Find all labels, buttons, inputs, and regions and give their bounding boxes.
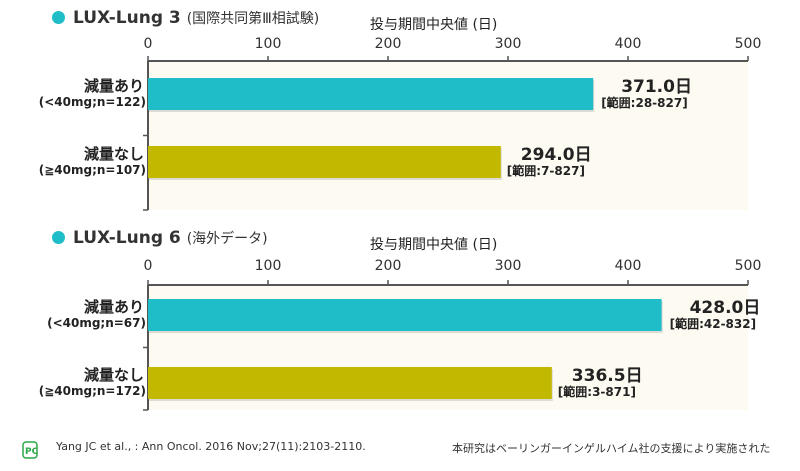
x-tick-label: 100: [254, 36, 282, 52]
category-sublabel: (≧40mg;n=107): [38, 163, 146, 177]
title-bullet-icon: [52, 231, 65, 244]
funding-note: 本研究はベーリンガーインゲルハイム社の支援により実施された: [452, 442, 771, 455]
data-label: 371.0日: [621, 77, 692, 97]
x-tick-label: 200: [374, 36, 402, 52]
x-tick-label: 400: [614, 258, 642, 274]
category-label: 減量あり: [83, 77, 144, 95]
x-tick-label: 500: [734, 36, 762, 52]
range-label: [範囲:28-827]: [601, 96, 688, 110]
bar: [148, 299, 662, 331]
category-sublabel: (<40mg;n=122): [38, 95, 146, 109]
category-label: 減量なし: [83, 366, 144, 384]
x-axis-label: 投与期間中央値 (日): [370, 237, 498, 253]
pc-logo: PC: [22, 441, 39, 463]
subtitle: (国際共同第Ⅲ相試験): [186, 11, 320, 27]
x-tick-label: 0: [143, 258, 153, 274]
data-label: 428.0日: [689, 298, 761, 318]
x-tick-label: 0: [143, 36, 153, 52]
chart-title: LUX-Lung 3 (国際共同第Ⅲ相試験): [52, 8, 319, 28]
bar: [148, 367, 552, 399]
x-tick-label: 300: [494, 36, 522, 52]
bar: [148, 146, 501, 178]
x-tick-label: 100: [254, 258, 282, 274]
title-text: LUX-Lung 6: [73, 228, 181, 248]
range-label: [範囲:42-832]: [669, 317, 757, 331]
range-label: [範囲:7-827]: [506, 164, 585, 178]
title-text: LUX-Lung 3: [73, 8, 181, 28]
x-tick-label: 200: [374, 258, 402, 274]
chart-title: LUX-Lung 6 (海外データ): [52, 228, 268, 248]
data-label: 336.5日: [571, 366, 643, 386]
x-tick-label: 500: [734, 258, 762, 274]
title-bullet-icon: [52, 11, 65, 24]
category-label: 減量なし: [83, 145, 144, 163]
citation: Yang JC et al., : Ann Oncol. 2016 Nov;27…: [56, 440, 366, 453]
bar: [148, 78, 594, 110]
x-tick-label: 300: [494, 258, 522, 274]
data-label: 294.0日: [520, 145, 592, 165]
range-label: [範囲:3-871]: [557, 385, 636, 399]
x-tick-label: 400: [614, 36, 642, 52]
subtitle: (海外データ): [186, 231, 268, 247]
category-label: 減量あり: [83, 298, 144, 316]
svg-text:PC: PC: [25, 447, 38, 457]
x-axis-label: 投与期間中央値 (日): [370, 17, 498, 33]
category-sublabel: (≧40mg;n=172): [38, 384, 146, 398]
category-sublabel: (<40mg;n=67): [47, 316, 146, 330]
